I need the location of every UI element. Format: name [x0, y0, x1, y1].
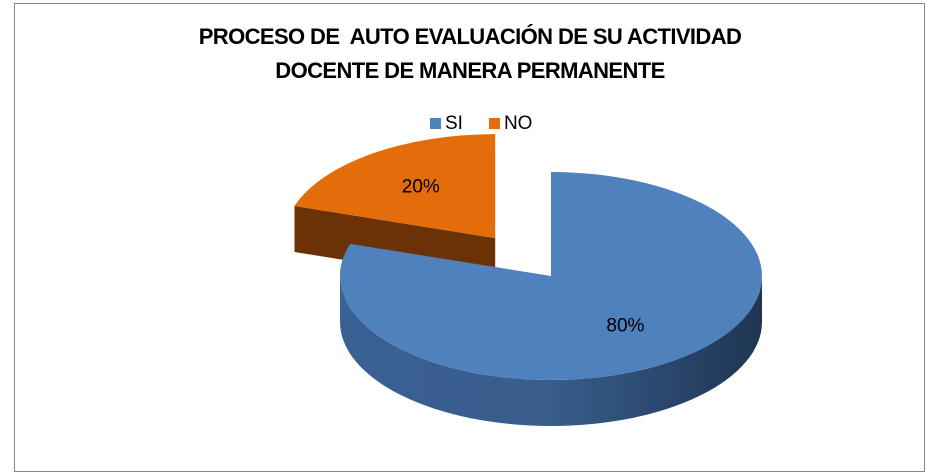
data-label: 80% [606, 315, 644, 336]
legend-label: SI [445, 113, 463, 134]
legend-swatch [430, 118, 441, 129]
slice [294, 134, 496, 239]
legend-swatch [488, 118, 500, 129]
slice [339, 172, 762, 380]
legend-label: NO [504, 113, 533, 134]
data-label: 20% [402, 177, 440, 198]
chart-title: PROCESO DE AUTO EVALUACIÓN DE SU ACTIVID… [198, 24, 747, 83]
slice-side [340, 276, 762, 426]
